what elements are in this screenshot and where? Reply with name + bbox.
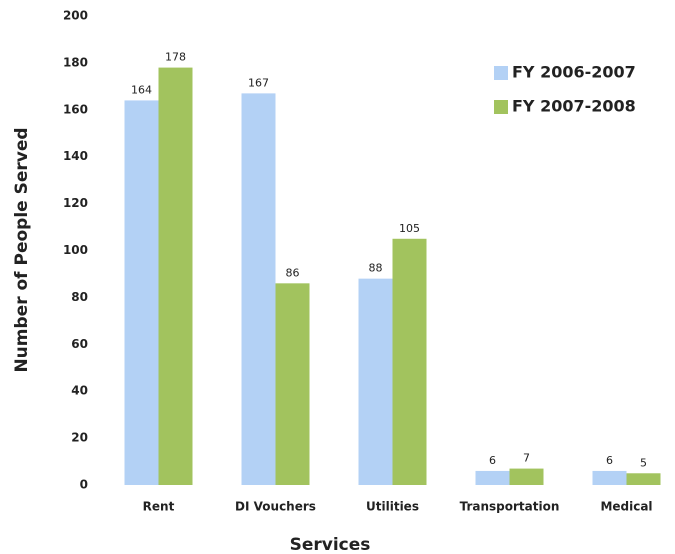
y-tick-label: 80 [71, 290, 88, 304]
bar [158, 67, 193, 485]
bar [124, 100, 159, 486]
x-tick-label: Medical [600, 500, 652, 514]
y-tick-label: 20 [71, 431, 88, 445]
x-tick-label: DI Vouchers [235, 500, 316, 514]
y-tick-label: 140 [63, 149, 88, 163]
y-tick-label: 60 [71, 337, 88, 351]
bar [626, 473, 661, 485]
value-label: 88 [369, 262, 383, 275]
value-label: 167 [248, 76, 269, 89]
value-label: 105 [399, 222, 420, 235]
y-tick-label: 180 [63, 55, 88, 69]
y-tick-label: 200 [63, 9, 88, 23]
bar [241, 93, 276, 485]
value-label: 6 [489, 454, 496, 467]
bar [592, 470, 627, 485]
legend-label: FY 2007-2008 [512, 97, 636, 116]
x-tick-label: Transportation [460, 500, 560, 514]
y-tick-label: 0 [80, 478, 88, 492]
bar [358, 278, 393, 485]
legend-swatch [494, 66, 508, 80]
bar [475, 470, 510, 485]
x-tick-label: Utilities [366, 500, 419, 514]
y-axis-title: Number of People Served [12, 127, 32, 372]
value-label: 86 [286, 266, 300, 279]
value-label: 178 [165, 51, 186, 64]
bar [509, 468, 544, 485]
y-tick-label: 120 [63, 196, 88, 210]
bar [392, 238, 427, 485]
legend-label: FY 2006-2007 [512, 63, 636, 82]
x-axis-title: Services [290, 535, 371, 554]
value-label: 164 [131, 83, 152, 96]
legend-swatch [494, 100, 508, 114]
value-label: 6 [606, 454, 613, 467]
value-label: 5 [640, 456, 647, 469]
value-label: 7 [523, 452, 530, 465]
bar [275, 283, 310, 485]
x-tick-label: Rent [143, 500, 175, 514]
y-tick-label: 100 [63, 243, 88, 257]
y-tick-label: 40 [71, 384, 88, 398]
y-tick-label: 160 [63, 102, 88, 116]
